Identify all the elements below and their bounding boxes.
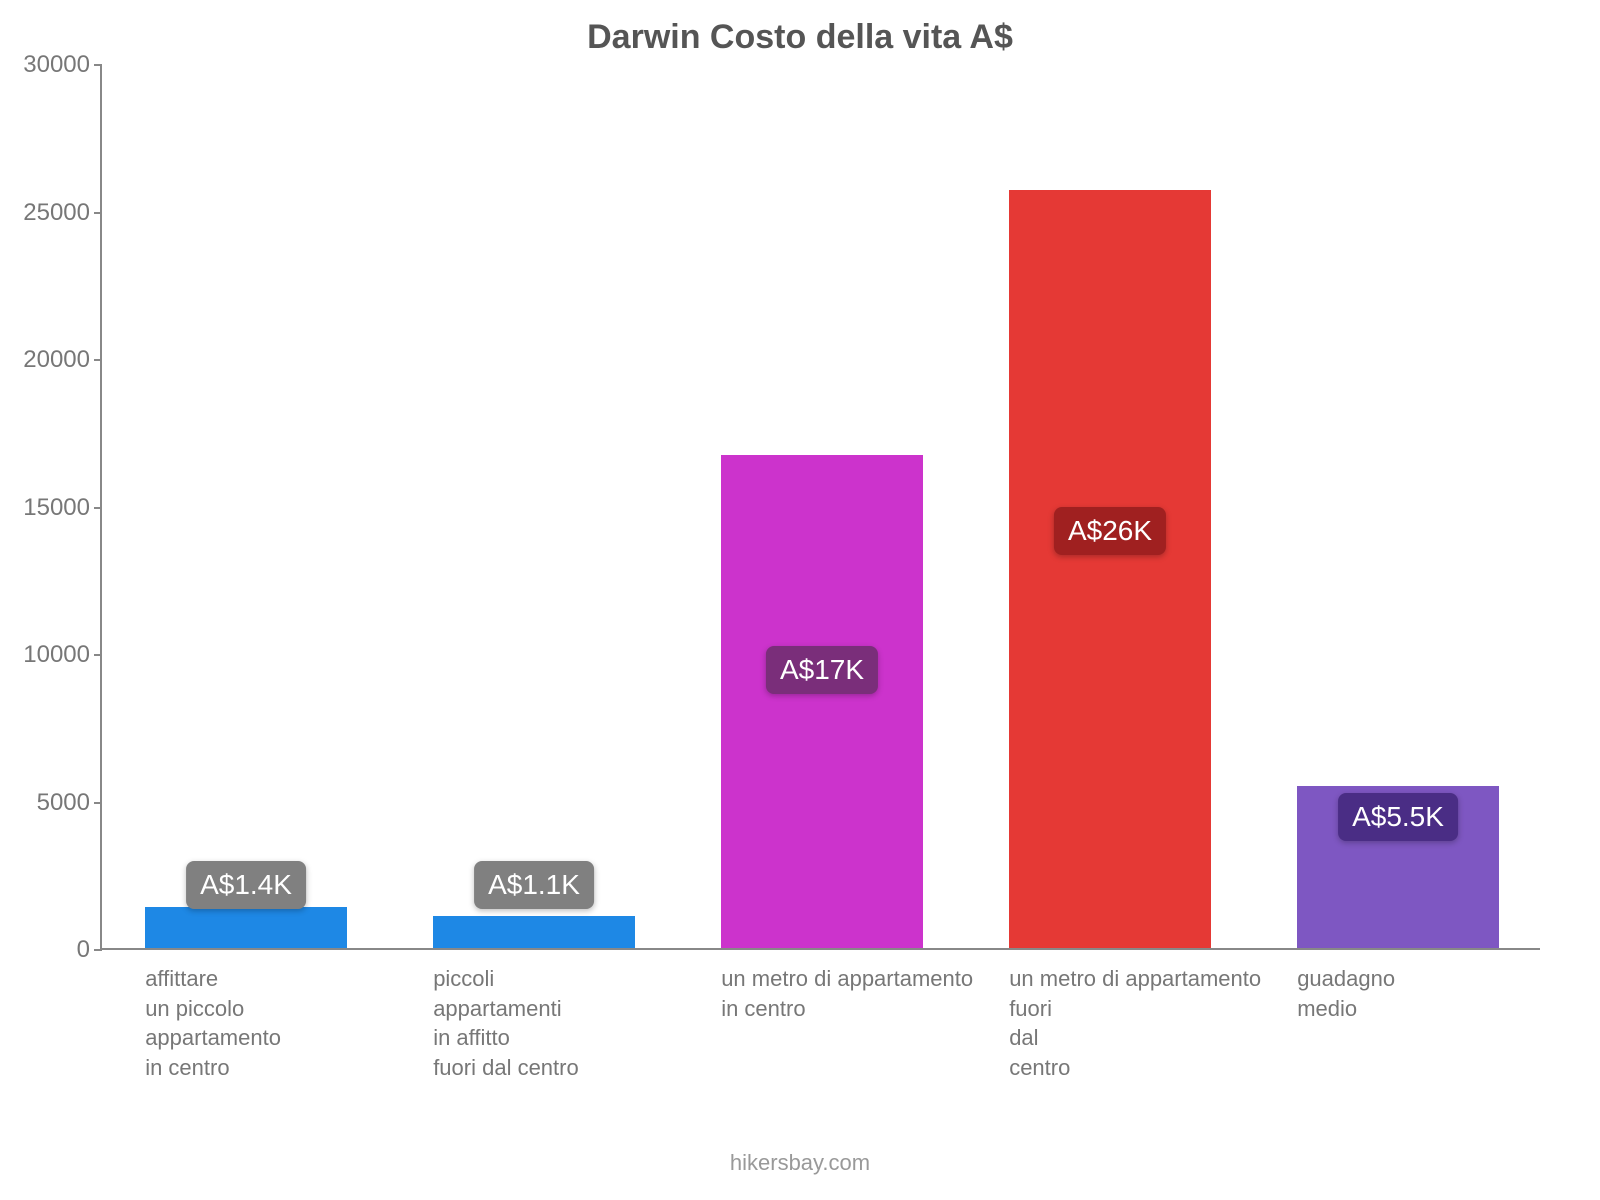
plot-area: 050001000015000200002500030000A$1.4Kaffi… bbox=[100, 65, 1540, 950]
bar-value-label: A$1.4K bbox=[186, 861, 306, 909]
category-label: un metro di appartamentofuoridalcentro bbox=[1009, 948, 1261, 1083]
category-label: guadagnomedio bbox=[1297, 948, 1395, 1023]
y-tick-mark bbox=[94, 507, 102, 509]
y-tick-mark bbox=[94, 359, 102, 361]
bar bbox=[433, 916, 635, 948]
y-tick-label: 15000 bbox=[23, 494, 102, 522]
y-tick-mark bbox=[94, 949, 102, 951]
category-label: un metro di appartamentoin centro bbox=[721, 948, 973, 1023]
y-tick-mark bbox=[94, 654, 102, 656]
y-tick-label: 5000 bbox=[37, 789, 102, 817]
bar bbox=[1009, 190, 1211, 948]
bar-value-label: A$17K bbox=[766, 646, 878, 694]
y-tick-mark bbox=[94, 212, 102, 214]
y-tick-label: 25000 bbox=[23, 199, 102, 227]
bar-value-label: A$26K bbox=[1054, 507, 1166, 555]
bar-value-label: A$1.1K bbox=[474, 861, 594, 909]
category-label: affittareun piccoloappartamentoin centro bbox=[145, 948, 281, 1083]
y-tick-mark bbox=[94, 802, 102, 804]
bar bbox=[145, 907, 347, 948]
category-label: piccoliappartamentiin affittofuori dal c… bbox=[433, 948, 579, 1083]
y-tick-mark bbox=[94, 64, 102, 66]
y-tick-label: 10000 bbox=[23, 641, 102, 669]
chart-container: Darwin Costo della vita A$ 0500010000150… bbox=[0, 0, 1600, 1200]
chart-title: Darwin Costo della vita A$ bbox=[0, 18, 1600, 57]
footer-credit: hikersbay.com bbox=[0, 1150, 1600, 1176]
y-tick-label: 20000 bbox=[23, 346, 102, 374]
bar bbox=[721, 455, 923, 948]
y-tick-label: 30000 bbox=[23, 51, 102, 79]
bar-value-label: A$5.5K bbox=[1338, 793, 1458, 841]
